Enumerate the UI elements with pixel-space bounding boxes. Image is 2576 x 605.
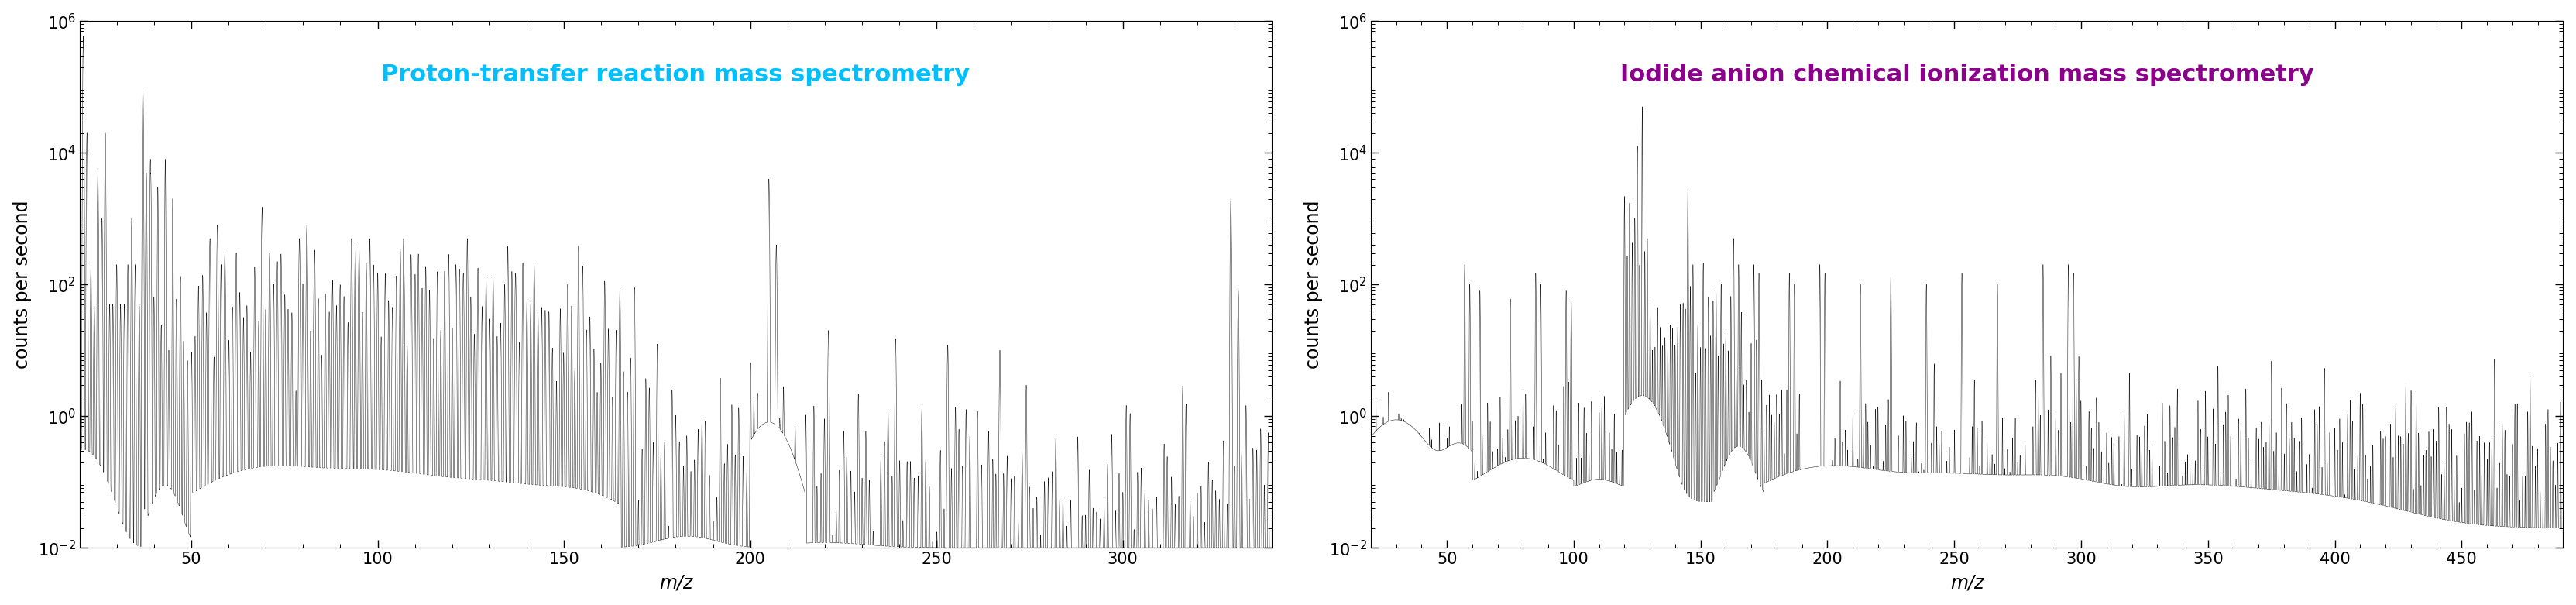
Text: Proton-transfer reaction mass spectrometry: Proton-transfer reaction mass spectromet… — [381, 64, 971, 86]
Y-axis label: counts per second: counts per second — [1303, 200, 1321, 368]
X-axis label: m/z: m/z — [1950, 574, 1984, 592]
Text: Iodide anion chemical ionization mass spectrometry: Iodide anion chemical ionization mass sp… — [1620, 64, 2313, 86]
X-axis label: m/z: m/z — [659, 574, 693, 592]
Y-axis label: counts per second: counts per second — [13, 200, 31, 368]
